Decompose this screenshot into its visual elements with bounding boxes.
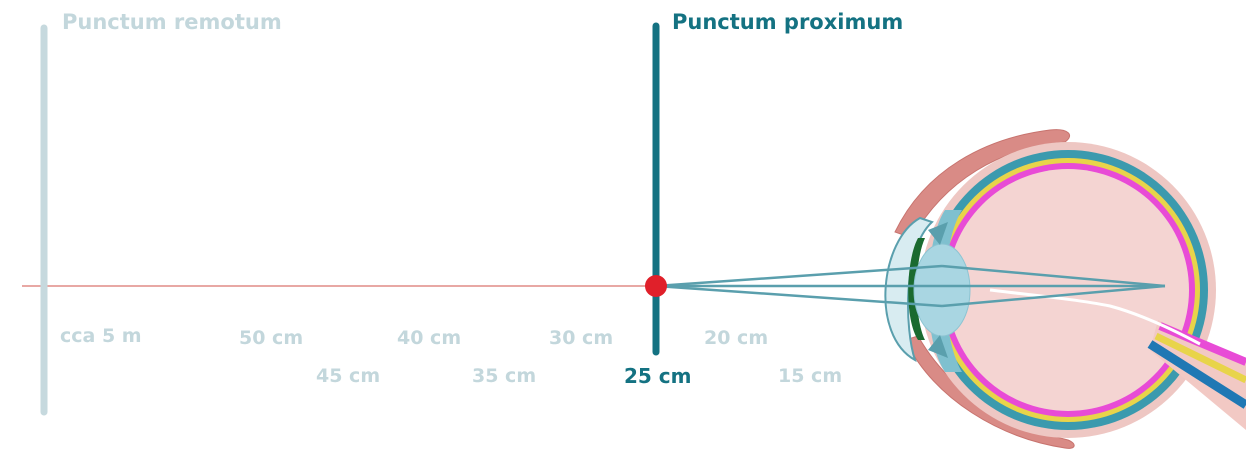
distance-label-20cm: 20 cm	[704, 327, 769, 349]
distance-label-35cm: 35 cm	[472, 365, 537, 387]
distance-label-40cm: 40 cm	[397, 327, 462, 349]
distance-label-45cm: 45 cm	[316, 365, 381, 387]
ray-lower-inner	[941, 284, 1166, 308]
ray-upper	[655, 264, 943, 288]
nerve-fiber	[989, 288, 1201, 346]
distance-label-50cm: 50 cm	[239, 327, 304, 349]
ray-upper-inner	[941, 264, 1166, 288]
light-rays	[655, 264, 1166, 308]
near-point-dot	[645, 275, 667, 297]
eye-illustration	[884, 129, 1246, 449]
punctum-remotum-label: Punctum remotum	[62, 10, 282, 34]
distance-label-15cm: 15 cm	[778, 365, 843, 387]
lens	[913, 243, 971, 337]
distance-label-25cm: 25 cm	[624, 364, 692, 388]
optic-nerve-sheath-blue	[1147, 340, 1246, 409]
optic-nerve-sheath-yellow	[1154, 332, 1246, 384]
punctum-proximum-label: Punctum proximum	[672, 10, 904, 34]
distance-label-30cm: 30 cm	[549, 327, 614, 349]
ray-lower	[655, 284, 943, 308]
distance-label-cca-5m: cca 5 m	[60, 325, 142, 347]
vitreous-body	[947, 169, 1189, 411]
